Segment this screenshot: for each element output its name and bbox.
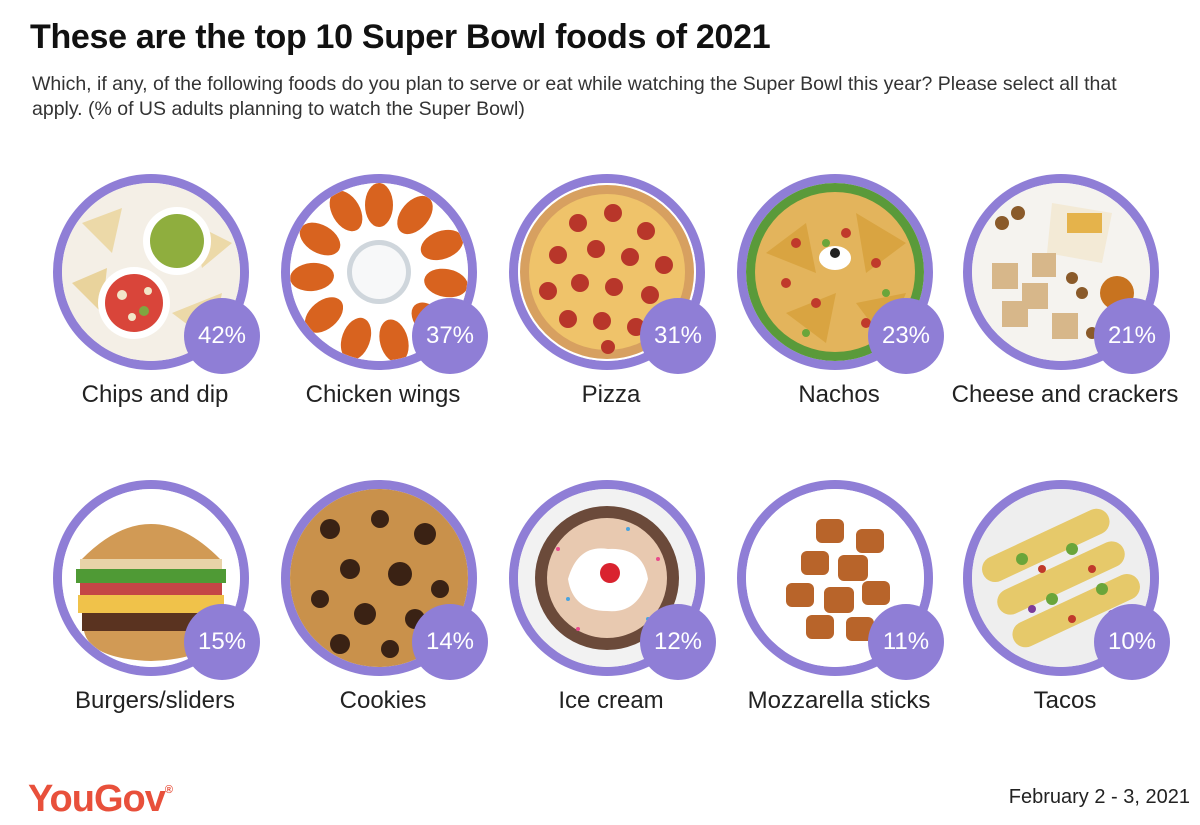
percent-badge: 37% (412, 298, 488, 374)
percent-badge: 12% (640, 604, 716, 680)
food-label: Cookies (339, 687, 427, 714)
logo-text: YouGov (28, 778, 166, 820)
page-subtitle: Which, if any, of the following foods do… (32, 73, 1117, 120)
food-label: Cheese and crackers (951, 381, 1179, 408)
food-label: Tacos (1033, 687, 1097, 714)
percent-badge: 14% (412, 604, 488, 680)
yougov-logo: YouGov® (28, 778, 173, 821)
food-label: Nachos (798, 381, 880, 408)
percent-badge: 15% (184, 604, 260, 680)
food-label: Pizza (581, 381, 641, 408)
food-label: Burgers/sliders (74, 687, 236, 714)
food-label: Chicken wings (305, 381, 461, 408)
pizza-icon (518, 183, 696, 361)
food-label: Ice cream (558, 687, 664, 714)
food-label: Chips and dip (81, 381, 229, 408)
percent-badge: 42% (184, 298, 260, 374)
percent-badge: 31% (640, 298, 716, 374)
survey-date: February 2 - 3, 2021 (1008, 786, 1190, 808)
percent-badge: 11% (868, 604, 944, 680)
food-label: Mozzarella sticks (747, 687, 931, 714)
page-title: These are the top 10 Super Bowl foods of… (30, 18, 771, 56)
percent-badge: 23% (868, 298, 944, 374)
registered-mark: ® (164, 784, 173, 796)
percent-badge: 10% (1094, 604, 1170, 680)
taco-icon (972, 489, 1150, 667)
percent-badge: 21% (1094, 298, 1170, 374)
burger-icon (62, 489, 240, 667)
